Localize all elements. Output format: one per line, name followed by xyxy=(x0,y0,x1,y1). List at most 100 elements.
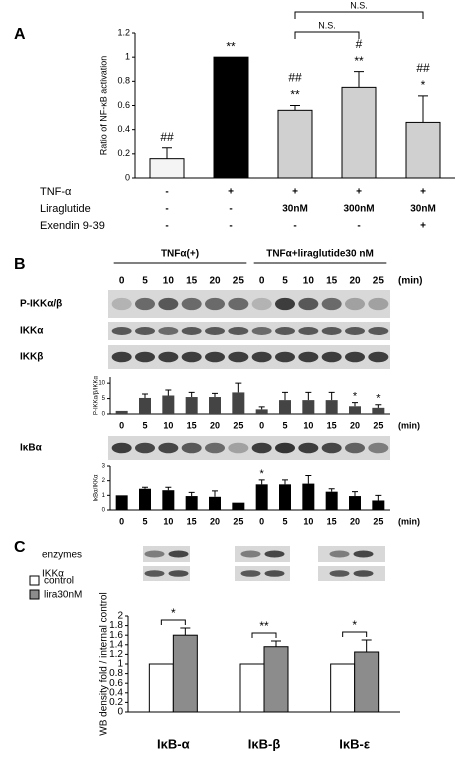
blot-band xyxy=(135,351,155,363)
bar xyxy=(263,646,289,713)
x-tick-label: 5 xyxy=(142,516,147,526)
blot-band xyxy=(321,442,342,454)
blot xyxy=(143,566,190,581)
error-bar xyxy=(188,391,195,398)
blot-band xyxy=(240,550,261,558)
treatment-value: 30nM xyxy=(282,204,308,215)
treatment-label: Exendin 9-39 xyxy=(40,220,105,232)
x-tick-label: 25 xyxy=(373,420,383,430)
legend-swatch xyxy=(29,575,40,586)
x-tick-label: 25 xyxy=(373,516,383,526)
treatment-value: 30nM xyxy=(410,204,436,215)
blot-band xyxy=(240,570,261,577)
legend-label: lira30nM xyxy=(44,590,82,601)
legend-label: control xyxy=(44,576,74,587)
treatment-value: - xyxy=(357,221,360,232)
y-tick-label: 1 xyxy=(125,52,130,62)
bar xyxy=(349,406,361,414)
blot-band xyxy=(205,327,225,335)
significance: ** xyxy=(259,619,269,633)
blot-band xyxy=(251,351,272,363)
blot xyxy=(108,322,390,340)
y-tick-label: 0.2 xyxy=(109,697,123,708)
error-bar xyxy=(188,491,195,497)
bracket-label: N.S. xyxy=(350,0,368,10)
blot-band xyxy=(353,570,374,577)
y-tick-label: 0.2 xyxy=(117,148,130,158)
lane-label: 10 xyxy=(163,276,175,287)
bar xyxy=(341,86,377,179)
blot-band xyxy=(368,351,389,363)
x-tick-label: 20 xyxy=(350,420,360,430)
blot-band xyxy=(205,351,225,363)
blot-band xyxy=(181,442,202,454)
error-bar xyxy=(165,486,172,491)
y-tick-label: 0.6 xyxy=(117,100,130,110)
bar xyxy=(209,397,221,414)
bar xyxy=(279,484,291,510)
x-tick-label: 0 xyxy=(119,420,124,430)
blot-label: P-IKKα/β xyxy=(20,299,62,310)
bar xyxy=(139,488,151,510)
x-tick-label: 15 xyxy=(327,420,337,430)
blot-band xyxy=(329,550,350,558)
blot-label: IKKβ xyxy=(20,352,43,363)
bar xyxy=(239,663,265,713)
blot-band xyxy=(321,327,342,335)
significance: ** xyxy=(354,54,364,68)
blot-band xyxy=(251,442,272,454)
blot-band xyxy=(368,327,389,335)
x-tick-label: 10 xyxy=(163,516,173,526)
blot-band xyxy=(368,442,389,454)
significance: ## xyxy=(416,61,430,75)
x-tick-label: 0 xyxy=(119,516,124,526)
blot-band xyxy=(168,570,189,577)
error-bar xyxy=(352,402,358,407)
y-axis-label: Ratio of NF-κB activation xyxy=(98,56,108,156)
x-tick-label: 25 xyxy=(233,420,243,430)
panel-label: C xyxy=(14,539,26,556)
bar xyxy=(255,409,268,414)
error-bar xyxy=(352,491,358,497)
x-tick-label: 20 xyxy=(210,420,220,430)
bar xyxy=(162,395,175,414)
blot-band xyxy=(329,570,350,577)
bar xyxy=(349,496,361,510)
y-tick-label: 0 xyxy=(117,707,123,718)
significance: * xyxy=(352,618,357,632)
blot-band xyxy=(298,297,319,311)
blot-band xyxy=(251,327,272,335)
treatment-value: - xyxy=(165,204,168,215)
blot-label: IKKα xyxy=(42,569,64,580)
bar xyxy=(148,663,174,713)
lane-label: 25 xyxy=(373,276,385,287)
bar xyxy=(354,651,380,713)
legend-swatch xyxy=(29,589,40,600)
bar xyxy=(115,495,128,510)
group-label: TNFα(+) xyxy=(161,249,199,260)
x-tick-label: 0 xyxy=(259,420,264,430)
y-tick-label: 0.4 xyxy=(109,687,123,698)
panel-label: A xyxy=(14,26,26,43)
bar xyxy=(372,407,385,414)
blot-band xyxy=(353,550,374,558)
bar xyxy=(325,491,338,510)
y-tick-label: 0 xyxy=(125,172,130,182)
blot-band xyxy=(321,351,342,363)
blot-band xyxy=(264,570,285,577)
y-tick-label: 0.4 xyxy=(117,124,130,134)
error-bar xyxy=(142,486,148,489)
y-tick-label: 1 xyxy=(102,493,106,499)
blot-band xyxy=(181,327,202,335)
bar xyxy=(213,56,249,179)
lane-label: 10 xyxy=(303,276,315,287)
significance: # xyxy=(356,37,363,51)
significance: * xyxy=(260,468,265,480)
error-bar xyxy=(361,639,372,652)
error-bar xyxy=(235,382,242,393)
y-tick-label: 2 xyxy=(102,478,106,484)
significance: * xyxy=(353,390,358,402)
lane-label: 15 xyxy=(326,276,338,287)
treatment-value: - xyxy=(165,221,168,232)
treatment-value: + xyxy=(420,221,426,232)
